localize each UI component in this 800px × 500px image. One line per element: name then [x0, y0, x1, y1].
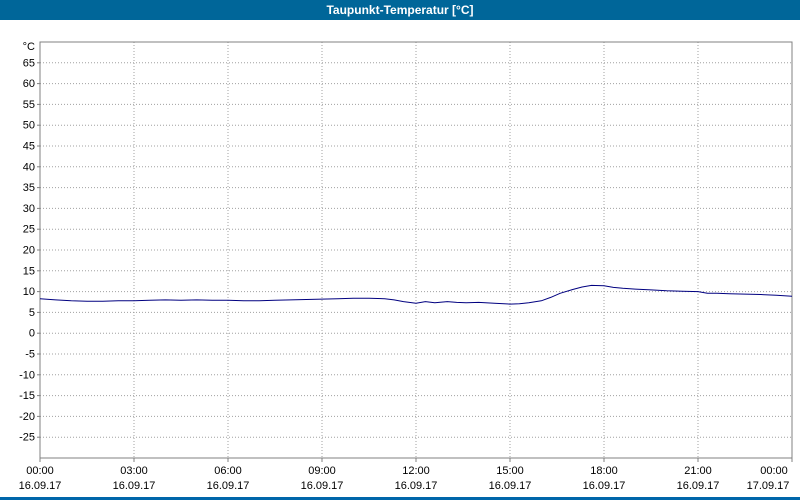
x-tick-time-label: 09:00: [308, 465, 336, 477]
y-tick-label: 40: [23, 161, 35, 173]
x-tick-time-label: 00:00: [760, 465, 788, 477]
x-tick-time-label: 12:00: [402, 465, 430, 477]
x-tick-date-label: 16.09.17: [301, 480, 344, 492]
x-tick-time-label: 15:00: [496, 465, 524, 477]
y-tick-label: -15: [19, 390, 35, 402]
y-tick-label: -10: [19, 369, 35, 381]
y-tick-label: 60: [23, 78, 35, 90]
y-tick-label: 20: [23, 245, 35, 257]
bottom-border: [0, 497, 800, 500]
x-tick-date-label: 16.09.17: [489, 480, 532, 492]
y-tick-label: 55: [23, 99, 35, 111]
x-tick-date-label: 16.09.17: [583, 480, 626, 492]
title-bar: Taupunkt-Temperatur [°C]: [0, 0, 800, 20]
x-tick-date-label: 16.09.17: [677, 480, 720, 492]
x-tick-date-label: 16.09.17: [207, 480, 250, 492]
y-tick-label: 25: [23, 224, 35, 236]
x-tick-date-label: 16.09.17: [395, 480, 438, 492]
chart-area: 65 60 55 50 45 40 35 30 25 20 15 10 5 0 -5 -10 -15 -20 -25…: [0, 20, 800, 497]
dewpoint-line-chart: 65605550454035302520151050-5-10-15-20-25…: [19, 41, 793, 492]
window-title: Taupunkt-Temperatur [°C]: [326, 3, 474, 17]
y-tick-label: 45: [23, 141, 35, 153]
y-tick-label: -5: [25, 349, 35, 361]
y-tick-label: 65: [23, 57, 35, 69]
y-tick-label: 15: [23, 265, 35, 277]
y-axis-unit-label: °C: [23, 41, 35, 53]
y-tick-label: 10: [23, 286, 35, 298]
y-tick-label: 50: [23, 120, 35, 132]
x-tick-date-label: 17.09.17: [747, 480, 790, 492]
x-tick-time-label: 06:00: [214, 465, 242, 477]
y-tick-label: -25: [19, 432, 35, 444]
x-tick-date-label: 16.09.17: [19, 480, 62, 492]
x-tick-time-label: 18:00: [590, 465, 618, 477]
y-tick-label: 30: [23, 203, 35, 215]
x-tick-time-label: 21:00: [684, 465, 712, 477]
x-tick-time-label: 03:00: [120, 465, 148, 477]
y-tick-label: 0: [29, 328, 35, 340]
x-tick-date-label: 16.09.17: [113, 480, 156, 492]
series-line: [39, 284, 793, 305]
x-tick-time-label: 00:00: [26, 465, 54, 477]
y-tick-label: 5: [29, 307, 35, 319]
y-tick-label: 35: [23, 182, 35, 194]
y-tick-label: -20: [19, 411, 35, 423]
